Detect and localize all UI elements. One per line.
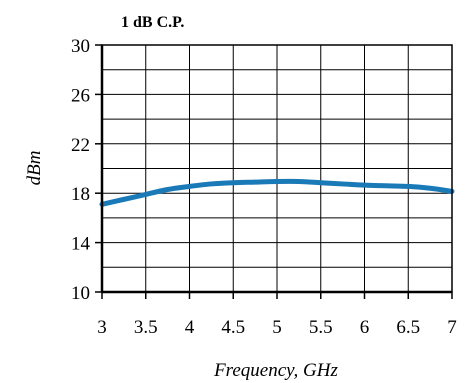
y-tick-label: 26 bbox=[71, 85, 90, 106]
y-tick-label: 14 bbox=[71, 234, 91, 255]
x-tick-label: 7 bbox=[447, 317, 457, 338]
y-tick-label: 10 bbox=[71, 283, 90, 304]
y-tick-label: 18 bbox=[71, 184, 90, 205]
y-tick-labels: 10 14 18 22 26 30 bbox=[71, 36, 102, 304]
x-tick-labels: 3 3.5 4 4.5 5 5.5 6 6.5 7 bbox=[97, 292, 457, 338]
x-tick-label: 4.5 bbox=[221, 317, 245, 338]
y-axis-title: dBm bbox=[24, 151, 45, 186]
series-line bbox=[99, 178, 455, 207]
x-tick-label: 3 bbox=[97, 317, 107, 338]
x-axis-title: Frequency, GHz bbox=[213, 360, 338, 381]
grid bbox=[102, 45, 452, 292]
x-tick-label: 5.5 bbox=[309, 317, 333, 338]
x-tick-label: 6.5 bbox=[396, 317, 420, 338]
y-tick-label: 22 bbox=[71, 135, 90, 156]
y-tick-label: 30 bbox=[71, 36, 90, 57]
x-tick-label: 3.5 bbox=[134, 317, 158, 338]
x-tick-label: 5 bbox=[272, 317, 282, 338]
x-tick-label: 6 bbox=[360, 317, 370, 338]
chart-title: 1 dB C.P. bbox=[121, 14, 184, 31]
x-tick-label: 4 bbox=[185, 317, 195, 338]
